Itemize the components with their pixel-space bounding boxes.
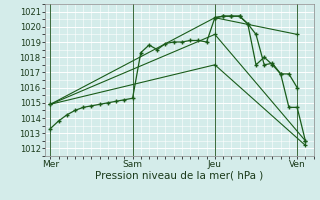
X-axis label: Pression niveau de la mer( hPa ): Pression niveau de la mer( hPa ) [95, 171, 263, 181]
